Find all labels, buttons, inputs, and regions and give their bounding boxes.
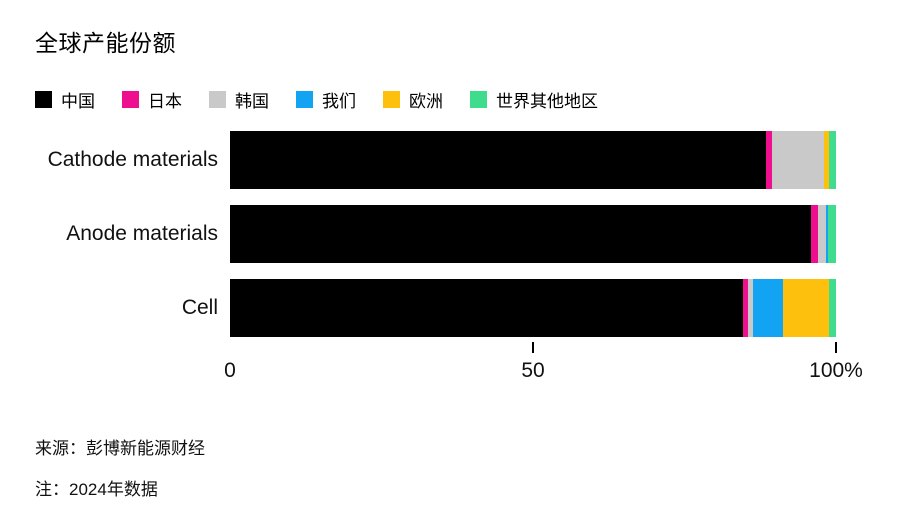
stacked-bar xyxy=(230,131,836,189)
legend-item: 我们 xyxy=(296,87,356,112)
legend-swatch-icon xyxy=(383,91,400,108)
legend-item: 欧洲 xyxy=(383,87,443,112)
legend-swatch-icon xyxy=(296,91,313,108)
legend-label: 韩国 xyxy=(235,92,269,111)
row-label: Cathode materials xyxy=(47,148,218,171)
bar-segment-中国 xyxy=(230,205,812,263)
bar-segment-韩国 xyxy=(747,279,753,337)
bar-segment-我们 xyxy=(752,279,784,337)
bar-segment-中国 xyxy=(230,131,766,189)
bar-segment-我们 xyxy=(825,205,829,263)
bar-segment-欧洲 xyxy=(783,279,829,337)
legend-swatch-icon xyxy=(209,91,226,108)
legend-item: 世界其他地区 xyxy=(470,87,598,112)
chart-row: Cell xyxy=(0,279,911,337)
axis-tick xyxy=(532,342,534,353)
legend-label: 日本 xyxy=(148,92,182,111)
chart-title: 全球产能份额 xyxy=(35,30,176,56)
stacked-bar xyxy=(230,279,836,337)
source-text: 来源：彭博新能源财经 xyxy=(35,439,205,458)
bar-segment-日本 xyxy=(742,279,748,337)
axis-tick-label: 50 xyxy=(521,359,545,382)
legend-swatch-icon xyxy=(35,91,52,108)
stacked-bar xyxy=(230,205,836,263)
bar-segment-韩国 xyxy=(772,131,824,189)
legend-swatch-icon xyxy=(470,91,487,108)
chart-row: Anode materials xyxy=(0,205,911,263)
plot-area: Cathode materials Anode materials Cell xyxy=(0,131,911,353)
row-label: Cell xyxy=(181,296,218,319)
note-text: 注：2024年数据 xyxy=(35,480,158,499)
legend-item: 日本 xyxy=(122,87,182,112)
bar-segment-日本 xyxy=(811,205,819,263)
axis-tick-label: 0 xyxy=(224,359,236,382)
legend-label: 中国 xyxy=(61,92,95,111)
legend: 中国 日本 韩国 我们 欧洲 世界其他地区 xyxy=(35,87,598,112)
legend-label: 欧洲 xyxy=(409,92,443,111)
axis-tick-label: 100% xyxy=(809,359,863,382)
legend-label: 世界其他地区 xyxy=(496,92,598,111)
bar-segment-世界其他地区 xyxy=(828,205,836,263)
bar-segment-韩国 xyxy=(818,205,826,263)
bar-segment-中国 xyxy=(230,279,743,337)
legend-item: 中国 xyxy=(35,87,95,112)
bar-segment-世界其他地区 xyxy=(828,279,836,337)
bar-segment-日本 xyxy=(765,131,773,189)
axis-tick xyxy=(835,342,837,353)
row-label: Anode materials xyxy=(66,222,218,245)
bar-segment-世界其他地区 xyxy=(828,131,836,189)
legend-item: 韩国 xyxy=(209,87,269,112)
legend-swatch-icon xyxy=(122,91,139,108)
legend-label: 我们 xyxy=(322,92,356,111)
chart-row: Cathode materials xyxy=(0,131,911,189)
bar-segment-欧洲 xyxy=(823,131,829,189)
